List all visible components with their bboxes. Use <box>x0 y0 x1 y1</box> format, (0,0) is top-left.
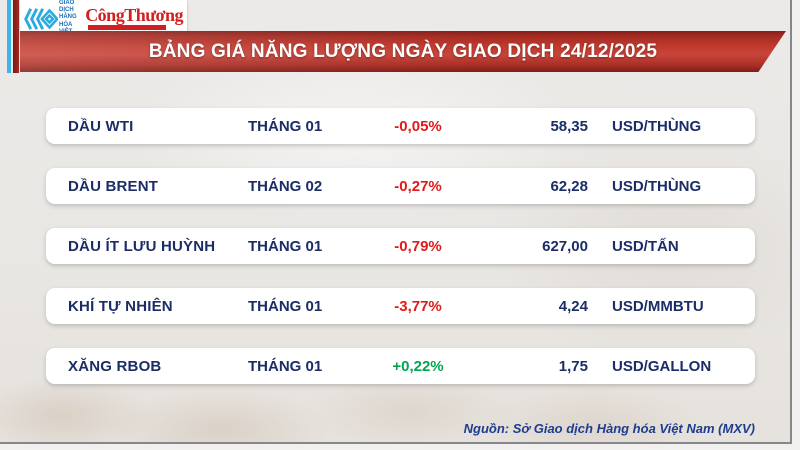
price-unit: USD/GALLON <box>612 357 712 375</box>
contract-month: THÁNG 01 <box>248 117 323 135</box>
contract-month: THÁNG 02 <box>248 177 323 195</box>
corner-stripe-blue <box>7 0 11 73</box>
mxv-org-line-2: HÀNG HÓA <box>59 14 77 28</box>
congthuong-underline-bar <box>88 25 167 30</box>
price-unit: USD/MMBTU <box>612 297 704 315</box>
commodity-name: KHÍ TỰ NHIÊN <box>68 297 173 315</box>
price-table: DẦU WTI THÁNG 01 -0,05% 58,35 USD/THÙNG … <box>46 108 755 408</box>
title-banner: BẢNG GIÁ NĂNG LƯỢNG NGÀY GIAO DỊCH 24/12… <box>20 31 786 72</box>
commodity-name: DẦU BRENT <box>68 177 159 195</box>
change-percent: -0,79% <box>394 237 442 255</box>
mxv-logo-icon <box>24 8 58 30</box>
corner-stripe-red <box>13 0 19 73</box>
congthuong-wordmark: CôngThương <box>85 5 183 25</box>
commodity-name: DẦU ÍT LƯU HUỲNH <box>68 237 216 255</box>
contract-month: THÁNG 01 <box>248 357 323 375</box>
table-row: DẦU ÍT LƯU HUỲNH THÁNG 01 -0,79% 627,00 … <box>46 228 755 264</box>
table-row: DẦU WTI THÁNG 01 -0,05% 58,35 USD/THÙNG <box>46 108 755 144</box>
source-attribution: Nguồn: Sở Giao dịch Hàng hóa Việt Nam (M… <box>463 421 755 436</box>
price-value: 62,28 <box>550 177 588 195</box>
price-unit: USD/THÙNG <box>612 117 702 135</box>
table-row: XĂNG RBOB THÁNG 01 +0,22% 1,75 USD/GALLO… <box>46 348 755 384</box>
contract-month: THÁNG 01 <box>248 297 323 315</box>
price-value: 58,35 <box>550 117 588 135</box>
change-percent: +0,22% <box>392 357 444 375</box>
change-percent: -0,05% <box>394 117 442 135</box>
contract-month: THÁNG 01 <box>248 237 323 255</box>
page-title: BẢNG GIÁ NĂNG LƯỢNG NGÀY GIAO DỊCH 24/12… <box>148 40 658 62</box>
price-unit: USD/TẤN <box>612 237 679 255</box>
table-row: DẦU BRENT THÁNG 02 -0,27% 62,28 USD/THÙN… <box>46 168 755 204</box>
congthuong-logo: CôngThương <box>85 6 183 30</box>
change-percent: -0,27% <box>394 177 442 195</box>
price-value: 627,00 <box>542 237 588 255</box>
commodity-name: XĂNG RBOB <box>68 357 162 375</box>
commodity-name: DẦU WTI <box>68 117 134 135</box>
table-row: KHÍ TỰ NHIÊN THÁNG 01 -3,77% 4,24 USD/MM… <box>46 288 755 324</box>
change-percent: -3,77% <box>394 297 442 315</box>
price-value: 1,75 <box>558 357 588 375</box>
mxv-org-line-1: SỞ GIAO DỊCH <box>59 0 75 14</box>
price-unit: USD/THÙNG <box>612 177 702 195</box>
price-value: 4,24 <box>558 297 588 315</box>
